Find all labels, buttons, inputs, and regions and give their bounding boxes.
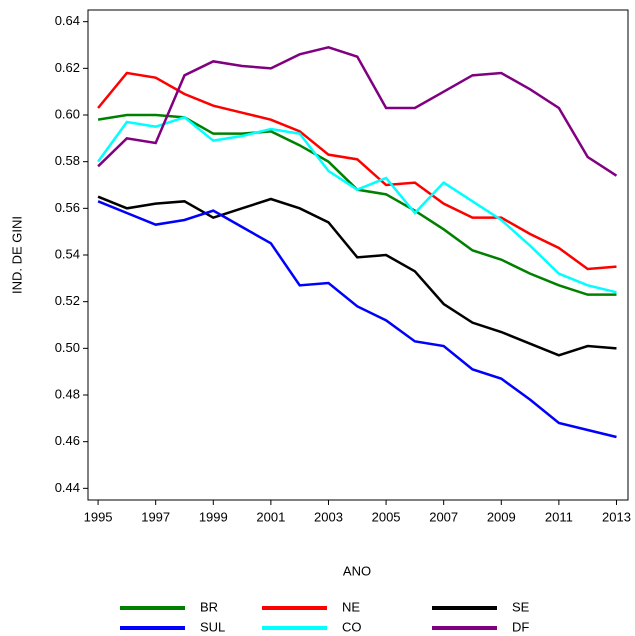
series-line	[97, 71, 617, 271]
legend-label: SE	[512, 599, 530, 614]
legend-label: NE	[342, 599, 360, 614]
legend-label: BR	[200, 599, 218, 614]
series-line	[97, 200, 617, 439]
x-tick-label: 2001	[256, 509, 285, 524]
y-tick-label: 0.58	[55, 153, 80, 168]
series-line	[97, 113, 617, 296]
y-tick-label: 0.50	[55, 340, 80, 355]
legend-label: CO	[342, 619, 362, 634]
y-tick-label: 0.52	[55, 293, 80, 308]
y-tick-label: 0.54	[55, 246, 80, 261]
x-axis-title: ANO	[343, 563, 371, 578]
legend-label: DF	[512, 619, 529, 634]
y-tick-label: 0.48	[55, 386, 80, 401]
y-axis-title: IND. DE GINI	[9, 216, 24, 294]
legend-label: SUL	[200, 619, 225, 634]
series-line	[97, 115, 617, 294]
y-tick-label: 0.60	[55, 106, 80, 121]
x-tick-label: 2003	[314, 509, 343, 524]
y-tick-label: 0.64	[55, 13, 80, 28]
x-tick-label: 2013	[602, 509, 631, 524]
plot-frame	[87, 9, 629, 501]
x-tick-label: 2007	[429, 509, 458, 524]
y-tick-label: 0.62	[55, 60, 80, 75]
x-tick-label: 1995	[84, 509, 113, 524]
y-tick-label: 0.44	[55, 480, 80, 495]
series-line	[97, 46, 618, 177]
y-tick-label: 0.56	[55, 200, 80, 215]
x-tick-label: 2009	[487, 509, 516, 524]
series-line	[97, 195, 617, 357]
x-tick-label: 1997	[141, 509, 170, 524]
y-tick-label: 0.46	[55, 433, 80, 448]
x-tick-label: 2005	[372, 509, 401, 524]
x-tick-label: 1999	[199, 509, 228, 524]
x-tick-label: 2011	[545, 509, 573, 524]
